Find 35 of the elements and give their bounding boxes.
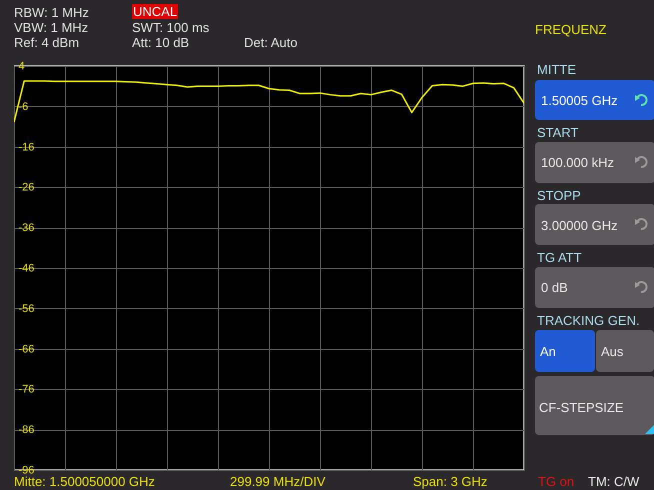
- text: CF-STEPSIZE: [539, 400, 624, 415]
- text: Det: Auto: [244, 35, 298, 50]
- text: Span: 3 GHz: [413, 474, 488, 489]
- y-tick-label: -86: [18, 424, 34, 436]
- text: Att: 10 dB: [132, 35, 190, 50]
- text: FREQUENZ: [535, 22, 606, 37]
- text: An: [540, 344, 556, 359]
- y-tick-label: -76: [18, 384, 34, 396]
- y-tick-label: -66: [18, 343, 34, 356]
- text: TM: C/W: [588, 474, 640, 489]
- text: Aus: [601, 344, 624, 359]
- y-tick-label: -26: [18, 182, 34, 194]
- text: 100.000 kHz: [541, 155, 614, 170]
- text: 299.99 MHz/DIV: [230, 474, 326, 489]
- y-tick-label: -46: [18, 262, 34, 274]
- text: RBW: 1 MHz: [14, 5, 89, 20]
- text: SWT: 100 ms: [132, 20, 210, 35]
- text: STOPP: [537, 188, 581, 203]
- text: Ref: 4 dBm: [14, 35, 80, 50]
- text: Mitte: 1.500050000 GHz: [14, 474, 155, 489]
- y-tick-label: -56: [18, 302, 34, 315]
- text: START: [537, 125, 578, 140]
- text: 3.00000 GHz: [541, 218, 618, 233]
- text: 1.50005 GHz: [541, 93, 618, 108]
- text: 0 dB: [541, 280, 568, 295]
- text: MITTE: [537, 62, 576, 77]
- text: TRACKING GEN.: [537, 313, 640, 328]
- text: VBW: 1 MHz: [14, 20, 88, 35]
- text: TG ATT: [537, 250, 582, 265]
- text: UNCAL: [132, 4, 178, 19]
- text: TG on: [538, 474, 574, 489]
- y-tick-label: -6: [18, 100, 28, 113]
- y-tick-label: -16: [18, 141, 34, 154]
- line-series: [14, 80, 524, 123]
- y-tick-label: -36: [18, 222, 34, 234]
